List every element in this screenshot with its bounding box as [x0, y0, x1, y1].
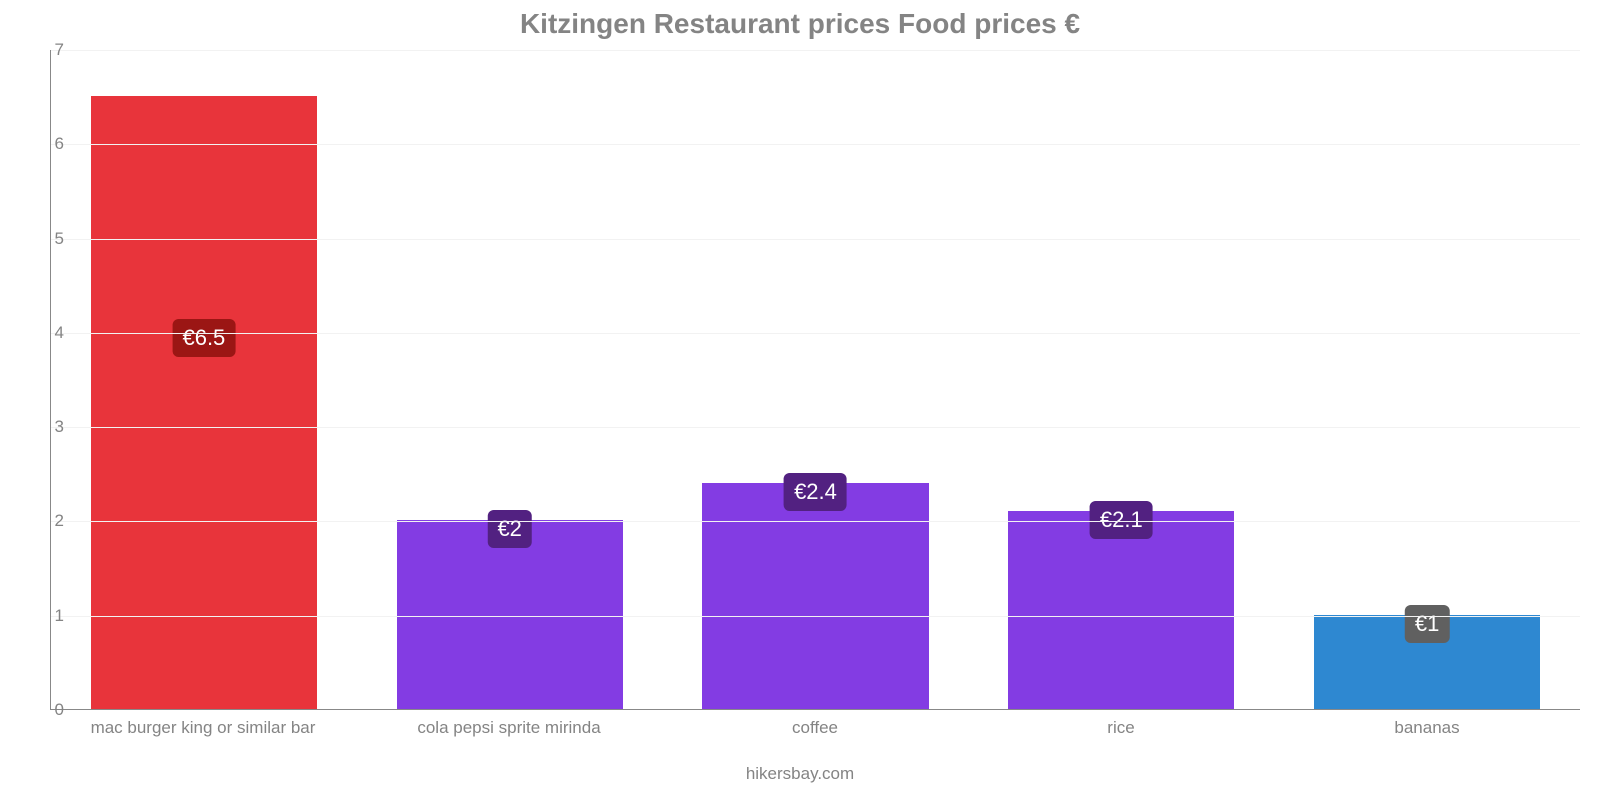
gridline: [51, 521, 1580, 522]
bar-value-label: €1: [1405, 605, 1449, 643]
y-tick-label: 1: [24, 606, 64, 626]
y-tick-label: 5: [24, 229, 64, 249]
x-tick-label: coffee: [662, 718, 968, 738]
y-tick-label: 4: [24, 323, 64, 343]
bar-slot: €2.1: [968, 50, 1274, 709]
x-tick-label: rice: [968, 718, 1274, 738]
bar-value-label: €2.1: [1090, 501, 1153, 539]
y-tick-label: 0: [24, 700, 64, 720]
y-tick-label: 6: [24, 134, 64, 154]
bar: €6.5: [91, 96, 317, 709]
gridline: [51, 333, 1580, 334]
attribution-text: hikersbay.com: [0, 764, 1600, 784]
gridline: [51, 239, 1580, 240]
bars-row: €6.5 €2 €2.4 €2.1 €1: [51, 50, 1580, 709]
bar-value-label: €2: [487, 510, 531, 548]
x-tick-label: cola pepsi sprite mirinda: [356, 718, 662, 738]
chart-container: Kitzingen Restaurant prices Food prices …: [0, 0, 1600, 800]
chart-title: Kitzingen Restaurant prices Food prices …: [0, 8, 1600, 40]
gridline: [51, 50, 1580, 51]
gridline: [51, 427, 1580, 428]
bar-slot: €2: [357, 50, 663, 709]
y-tick-label: 7: [24, 40, 64, 60]
x-tick-label: mac burger king or similar bar: [50, 718, 356, 738]
bar: €2.1: [1008, 511, 1234, 709]
bar-slot: €2.4: [663, 50, 969, 709]
gridline: [51, 144, 1580, 145]
bar-value-label: €6.5: [172, 319, 235, 357]
bar: €2.4: [702, 483, 928, 709]
gridline: [51, 616, 1580, 617]
bar: €1: [1314, 615, 1540, 709]
x-tick-label: bananas: [1274, 718, 1580, 738]
y-tick-label: 3: [24, 417, 64, 437]
plot-area: €6.5 €2 €2.4 €2.1 €1: [50, 50, 1580, 710]
y-tick-label: 2: [24, 511, 64, 531]
x-axis-labels: mac burger king or similar barcola pepsi…: [50, 718, 1580, 738]
bar-slot: €1: [1274, 50, 1580, 709]
bar-slot: €6.5: [51, 50, 357, 709]
bar-value-label: €2.4: [784, 473, 847, 511]
